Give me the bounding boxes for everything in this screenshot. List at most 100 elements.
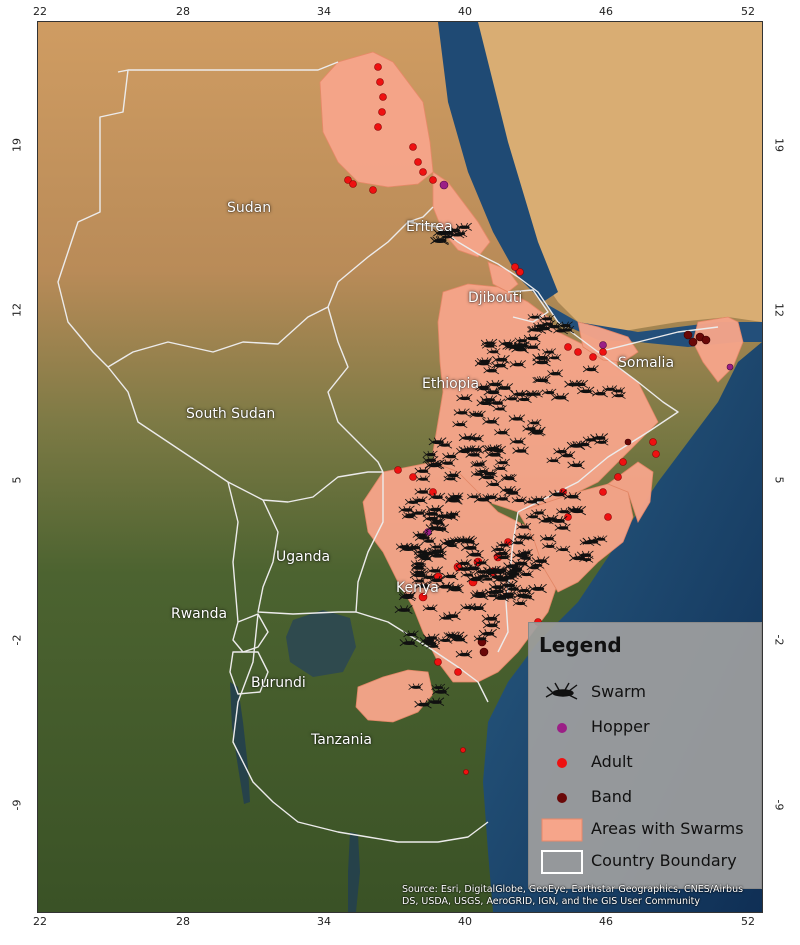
swarm-marker [529,561,545,569]
swarm-marker [509,437,526,446]
arabia-land [478,22,762,332]
swarm-marker [517,553,534,562]
swarm-marker [410,508,427,517]
swarm-marker [494,428,510,437]
lat-tick-right: 5 [772,476,786,484]
swarm-marker [422,513,441,523]
lat-tick-left: 19 [10,138,24,152]
swarm-marker [516,395,532,403]
label-tanzania: Tanzania [311,732,372,748]
swarm-marker [458,433,477,443]
swarm-marker [553,326,569,335]
swarm-marker [512,446,529,455]
adult-dot-icon [557,758,567,768]
adult-markers [344,63,660,775]
lat-tick-left: -2 [10,634,24,646]
swarm-marker [476,385,492,393]
swarm-icon [545,682,578,700]
lon-tick-bottom: 22 [33,915,47,928]
swarm-marker [482,417,500,426]
swarm-marker [539,314,555,323]
legend-hopper-label: Hopper [591,717,650,736]
swarm-marker [415,475,431,483]
map-canvas[interactable] [38,22,762,912]
swarm-marker [567,460,585,470]
swarm-marker [582,435,599,444]
swarm-marker [522,424,539,433]
swarm-marker [495,458,510,467]
swarm-marker [576,386,595,396]
swarm-marker [481,613,500,623]
swarm-marker [521,389,538,398]
red-sea [438,22,558,302]
band-dot-icon [557,793,567,803]
swarm-marker [473,558,489,567]
swarm-marker [455,650,473,659]
label-somalia: Somalia [618,355,675,371]
hopper-dot-icon [557,723,567,733]
swarm-marker [563,491,582,501]
swarm-marker [443,475,458,483]
swarm-marker [421,537,437,545]
label-ethiopia: Ethiopia [422,376,480,392]
swarm-marker [414,551,430,560]
swarm-marker [554,523,571,532]
swarm-marker [547,354,562,362]
swarm-marker [410,559,427,568]
swarm-marker [453,408,470,417]
swarm-marker [505,567,520,575]
swarm-marker [504,394,520,403]
country-boundary-swatch [541,850,583,874]
swarm-marker [455,564,473,573]
swarm-marker [460,542,480,553]
swarm-marker [532,352,551,363]
lon-tick-bottom: 46 [599,915,613,928]
swarm-marker [542,348,557,356]
swarm-marker [486,348,501,356]
legend-band: Band [529,784,761,812]
swarm-marker [610,387,625,395]
swarm-marker [484,587,502,596]
swarm-marker [452,229,468,238]
swarm-marker [492,565,509,575]
swarm-marker [527,313,542,321]
swarm-marker [476,398,494,408]
swarm-marker [468,410,483,418]
swarm-marker [428,437,447,447]
swarm-marker [530,495,547,504]
swarm-marker [492,405,507,413]
swarm-marker [567,506,587,516]
swarm-marker [455,222,472,231]
swarm-marker [498,339,516,348]
swarm-marker [556,321,573,330]
swarm-marker [414,466,431,475]
swarm-marker [555,545,571,553]
swarm-marker [428,492,446,501]
swarm-marker [414,487,431,496]
legend-swarm: Swarm [529,679,761,707]
lon-tick-top: 22 [33,5,47,18]
swarm-marker [532,376,548,384]
swarm-marker [542,542,557,550]
swarm-marker [510,538,526,547]
lake-victoria [286,610,356,677]
swarm-marker [403,630,419,639]
swarm-marker [426,504,444,514]
swarm-markers [394,222,626,709]
legend-hopper: Hopper [529,714,761,742]
swarm-marker [532,357,551,367]
swarm-marker [611,391,626,399]
map-frame: Sudan Eritrea Djibouti Ethiopia Somalia … [37,21,763,913]
swarm-marker [456,393,473,403]
swarm-marker [436,228,454,237]
swarm-marker [551,392,570,402]
label-eritrea: Eritrea [406,219,453,235]
swarm-marker [513,532,530,541]
lake-malawi [348,832,360,912]
swarm-marker [509,360,526,369]
swarm-marker [411,562,426,570]
swarm-marker [405,498,421,506]
swarm-marker [505,584,522,593]
swarm-marker [466,549,484,559]
swarm-marker [429,518,446,527]
